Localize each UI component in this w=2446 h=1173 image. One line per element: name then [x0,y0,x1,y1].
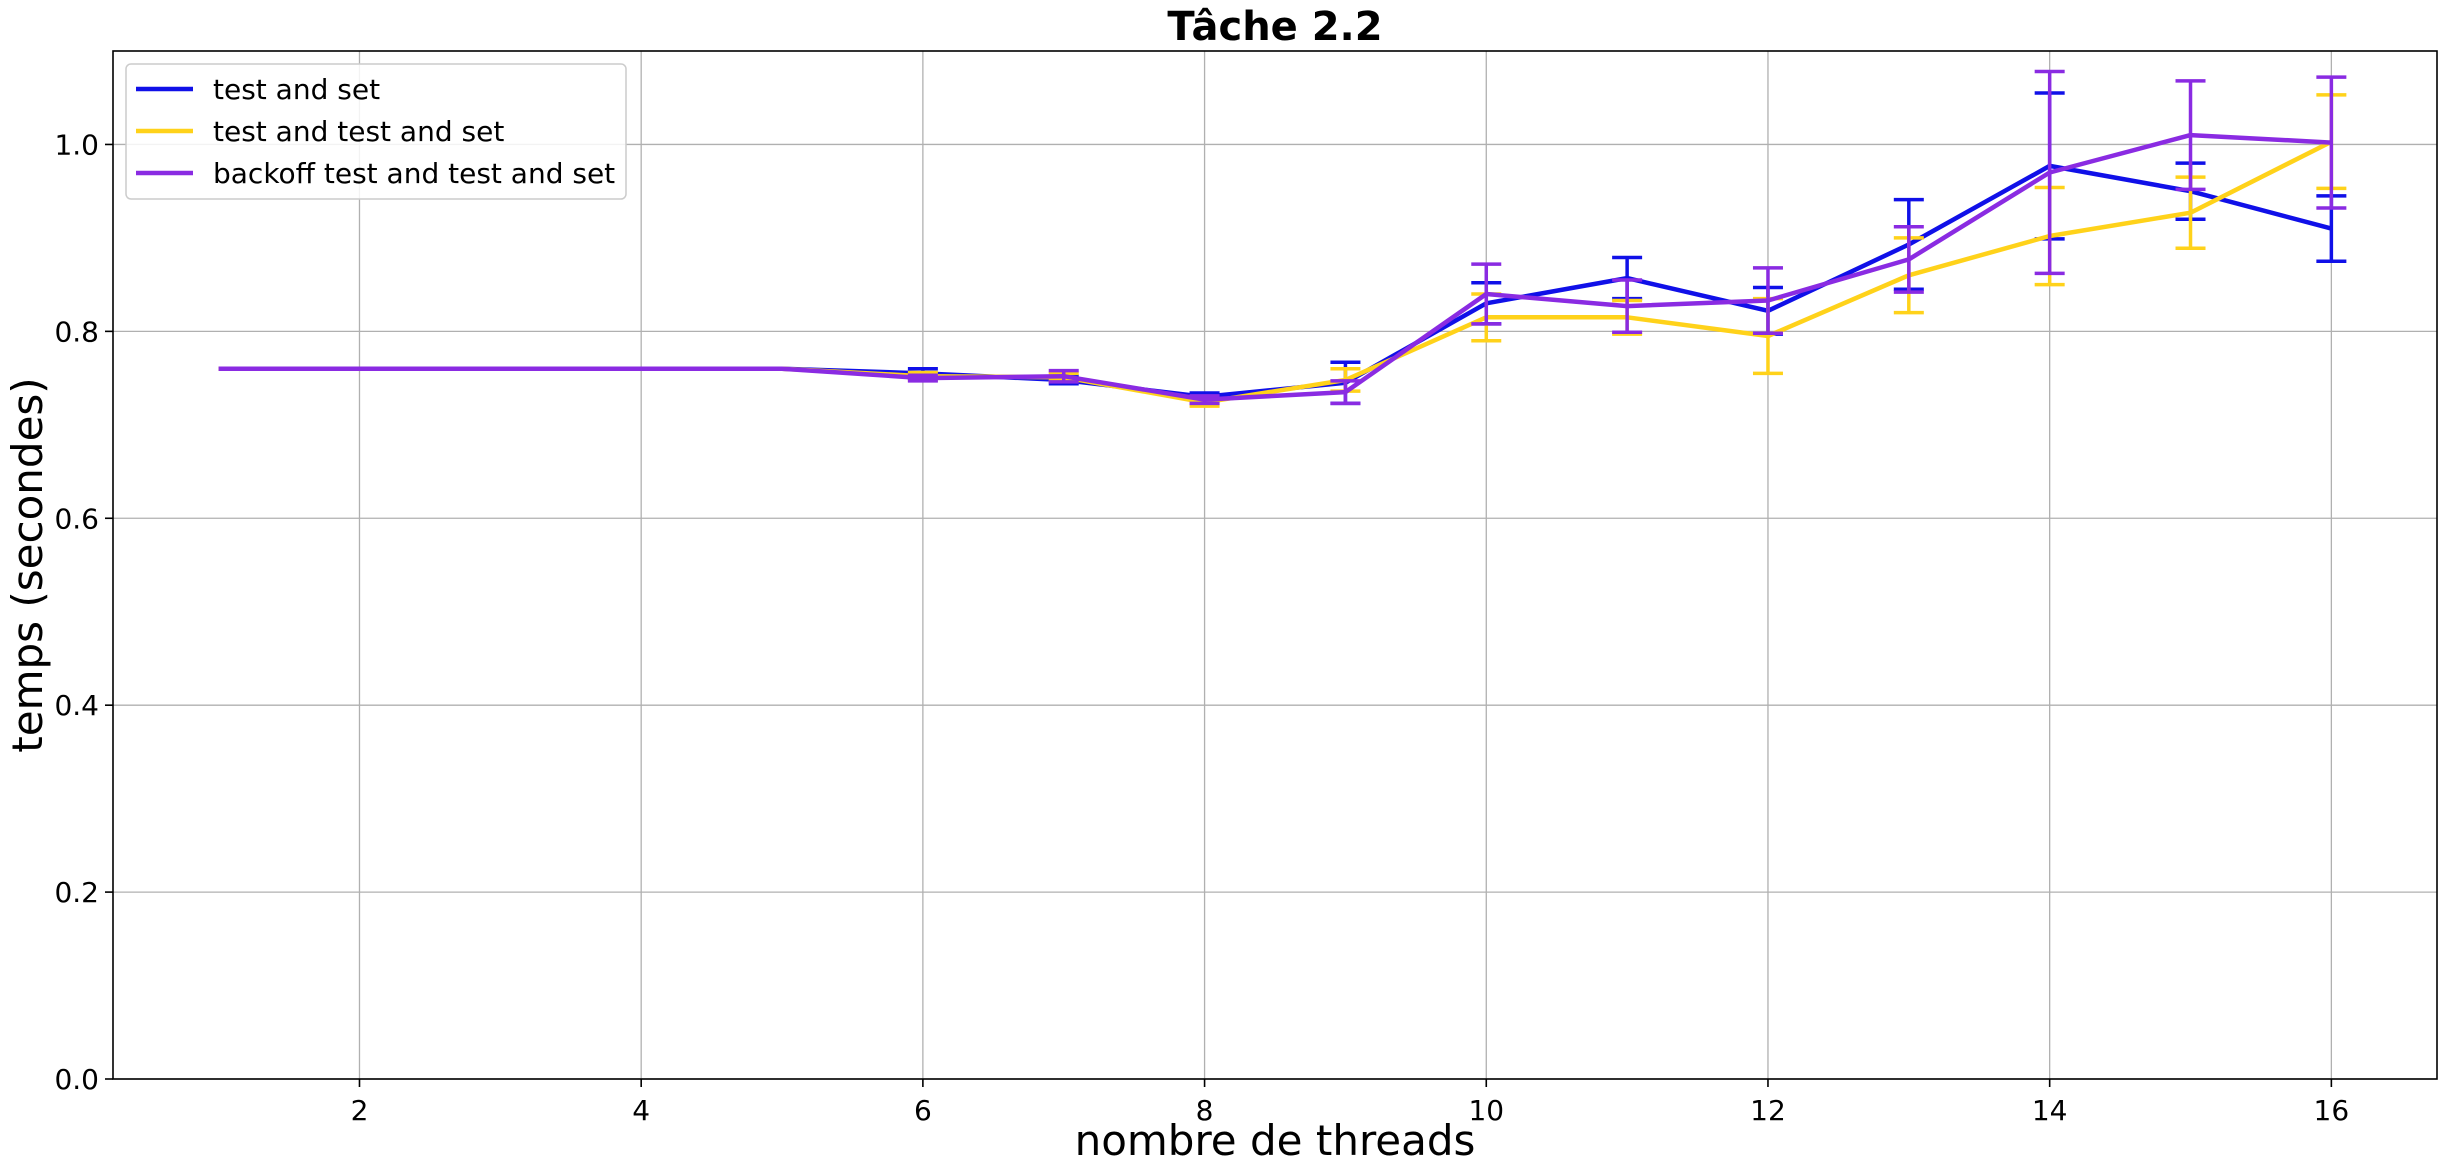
legend-entry: test and test and set [213,115,504,148]
x-tick-label: 14 [2032,1094,2068,1127]
y-tick-label: 0.4 [54,689,99,722]
x-axis-label: nombre de threads [1075,1116,1476,1165]
y-tick-label: 0.0 [54,1063,99,1096]
chart-title: Tâche 2.2 [1167,4,1382,50]
y-tick-label: 0.6 [54,502,99,535]
ticks: 2 4 6 8 10 12 14 16 0.0 0.2 0.4 0.6 0.8 1.0 [54,128,2349,1127]
x-tick-label: 6 [914,1094,932,1127]
y-tick-label: 1.0 [54,128,99,161]
series-line [218,132,2332,402]
x-tick-label: 10 [1468,1094,1504,1127]
legend-box [125,63,627,200]
plot-frame [112,50,2438,1080]
legend-entry: test and set [213,73,380,106]
y-tick-label: 0.2 [54,876,99,909]
legend-entry: backoff test and test and set [213,157,615,190]
y-tick-label: 0.8 [54,315,99,348]
series-layer [218,69,2347,408]
y-axis-label: temps (secondes) [3,377,52,752]
x-tick-label: 8 [1196,1094,1214,1127]
x-tick-label: 16 [2314,1094,2350,1127]
x-tick-label: 2 [351,1094,369,1127]
x-tick-label: 12 [1750,1094,1786,1127]
legend: test and set test and test and set backoff… [125,63,627,200]
x-tick-label: 4 [632,1094,650,1127]
series-group [218,69,2347,406]
